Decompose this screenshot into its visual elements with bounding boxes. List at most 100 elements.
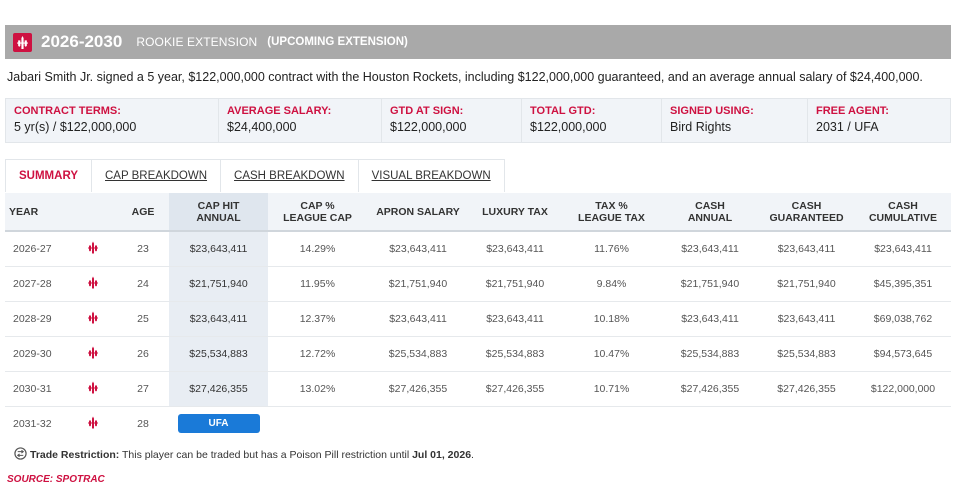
cell-tax-pct: 9.84%: [561, 266, 662, 302]
tab-summary[interactable]: SUMMARY: [6, 160, 92, 192]
term-label: AVERAGE SALARY:: [227, 105, 332, 117]
cell-luxury-tax: $25,534,883: [469, 336, 561, 372]
term-total-gtd: TOTAL GTD: $122,000,000: [522, 99, 662, 142]
tab-visual-breakdown[interactable]: VISUAL BREAKDOWN: [371, 170, 491, 182]
col-cap-hit[interactable]: CAP HIT ANNUAL: [169, 193, 268, 232]
cell-luxury-tax: $23,643,411: [469, 231, 561, 267]
cell-cap-hit: $27,426,355: [169, 371, 268, 407]
cell-cash-cumulative: $69,038,762: [855, 301, 951, 337]
col-cap-pct[interactable]: CAP % LEAGUE CAP: [268, 193, 367, 232]
col-team: [69, 193, 117, 232]
cell-tax-pct: 10.71%: [561, 371, 662, 407]
term-value: $122,000,000: [530, 120, 607, 134]
cell-cap-hit: $23,643,411: [169, 231, 268, 267]
cell-cap-pct: 12.72%: [268, 336, 367, 372]
cell-age: 23: [117, 231, 169, 267]
cell-age: 25: [117, 301, 169, 337]
cell-year: 2030-31: [5, 371, 69, 407]
cell-cap-pct: 12.37%: [268, 301, 367, 337]
term-value: 5 yr(s) / $122,000,000: [14, 120, 137, 134]
cell-age: 24: [117, 266, 169, 302]
cell-team: [69, 231, 117, 267]
cell-cash-annual: $23,643,411: [662, 301, 758, 337]
cell-cash-guaranteed: $25,534,883: [758, 336, 855, 372]
cell-year: 2028-29: [5, 301, 69, 337]
tab-cash-breakdown[interactable]: CASH BREAKDOWN: [221, 160, 359, 192]
term-gtd-at-sign: GTD AT SIGN: $122,000,000: [382, 99, 522, 142]
cell-age: 28: [137, 417, 149, 430]
contract-header-bar: 2026-2030 ROOKIE EXTENSION (UPCOMING EXT…: [5, 25, 951, 59]
cell-year: 2026-27: [5, 231, 69, 267]
cell-cap-hit: $25,534,883: [169, 336, 268, 372]
cell-team: [69, 371, 117, 407]
cell-apron-salary: $27,426,355: [367, 371, 469, 407]
trade-restriction-note: Trade Restriction: This player can be tr…: [14, 447, 474, 463]
term-label: GTD AT SIGN:: [390, 105, 464, 117]
cell-cash-annual: $21,751,940: [662, 266, 758, 302]
cell-empty: [367, 406, 469, 441]
cell-tax-pct: 10.47%: [561, 336, 662, 372]
rockets-logo-icon: [87, 381, 99, 397]
cell-cash-cumulative: $23,643,411: [855, 231, 951, 267]
cell-apron-salary: $23,643,411: [367, 301, 469, 337]
cell-year: 2029-30: [5, 336, 69, 372]
cell-cash-annual: $27,426,355: [662, 371, 758, 407]
term-contract-terms: CONTRACT TERMS: 5 yr(s) / $122,000,000: [6, 99, 219, 142]
table-header-row: YEAR AGE CAP HIT ANNUAL CAP % LEAGUE CAP A…: [5, 193, 951, 232]
cell-team: [69, 336, 117, 372]
cell-team: [69, 266, 117, 302]
source-credit[interactable]: SOURCE: SPOTRAC: [7, 474, 105, 485]
cell-luxury-tax: $23,643,411: [469, 301, 561, 337]
col-luxury-tax[interactable]: LUXURY TAX: [469, 193, 561, 232]
cell-cash-guaranteed: $23,643,411: [758, 301, 855, 337]
cell-year: 2027-28: [5, 266, 69, 302]
free-agent-row: 2031-32 28 UFA: [5, 406, 951, 441]
cell-team: [69, 301, 117, 337]
term-value: $24,400,000: [227, 120, 297, 134]
cell-empty: [758, 406, 855, 441]
cell-cap-hit: $23,643,411: [169, 301, 268, 337]
cell-cash-annual: $23,643,411: [662, 231, 758, 267]
term-signed-using: SIGNED USING: Bird Rights: [662, 99, 808, 142]
breakdown-tabs: SUMMARY CAP BREAKDOWN CASH BREAKDOWN VIS…: [5, 159, 505, 192]
tab-cap-breakdown[interactable]: CAP BREAKDOWN: [92, 160, 222, 192]
cell-empty: [662, 406, 758, 441]
col-age[interactable]: AGE: [117, 193, 169, 232]
term-average-salary: AVERAGE SALARY: $24,400,000: [219, 99, 382, 142]
trade-restriction-end: .: [471, 449, 474, 461]
term-value: $122,000,000: [390, 120, 467, 134]
table-row: 2030-31 27 $27,426,355 13.02% $27,426,35…: [5, 371, 951, 407]
col-cash-guaranteed[interactable]: CASH GUARANTEED: [758, 193, 855, 232]
cell-cap-hit: $21,751,940: [169, 266, 268, 302]
col-apron-salary[interactable]: APRON SALARY: [367, 193, 469, 232]
col-cash-cumulative[interactable]: CASH CUMULATIVE: [855, 193, 951, 232]
table-row: 2029-30 26 $25,534,883 12.72% $25,534,88…: [5, 336, 951, 372]
col-tax-pct[interactable]: TAX % LEAGUE TAX: [561, 193, 662, 232]
trade-swap-icon: [14, 447, 27, 463]
cell-empty: [561, 406, 662, 441]
cell-cash-guaranteed: $27,426,355: [758, 371, 855, 407]
term-label: SIGNED USING:: [670, 105, 754, 117]
cell-cash-guaranteed: $21,751,940: [758, 266, 855, 302]
col-cash-annual[interactable]: CASH ANNUAL: [662, 193, 758, 232]
cell-tax-pct: 11.76%: [561, 231, 662, 267]
rockets-logo-icon: [13, 32, 32, 52]
cell-cash-annual: $25,534,883: [662, 336, 758, 372]
contract-summary-table: YEAR AGE CAP HIT ANNUAL CAP % LEAGUE CAP A…: [5, 193, 951, 441]
cell-cash-guaranteed: $23,643,411: [758, 231, 855, 267]
cell-empty: [268, 406, 367, 441]
rockets-logo-icon: [87, 346, 99, 362]
cell-age: 26: [117, 336, 169, 372]
rockets-logo-icon: [87, 241, 99, 257]
rockets-logo-icon: [87, 311, 99, 327]
rockets-logo-icon: [87, 276, 99, 292]
cell-luxury-tax: $21,751,940: [469, 266, 561, 302]
cell-apron-salary: $21,751,940: [367, 266, 469, 302]
contract-type: ROOKIE EXTENSION: [136, 35, 258, 49]
contract-years: 2026-2030: [41, 32, 123, 51]
cell-ufa-badge: UFA: [169, 406, 268, 441]
trade-restriction-label: Trade Restriction:: [30, 449, 120, 461]
col-year[interactable]: YEAR: [5, 193, 69, 232]
cell-team: [69, 406, 117, 441]
cell-apron-salary: $25,534,883: [367, 336, 469, 372]
